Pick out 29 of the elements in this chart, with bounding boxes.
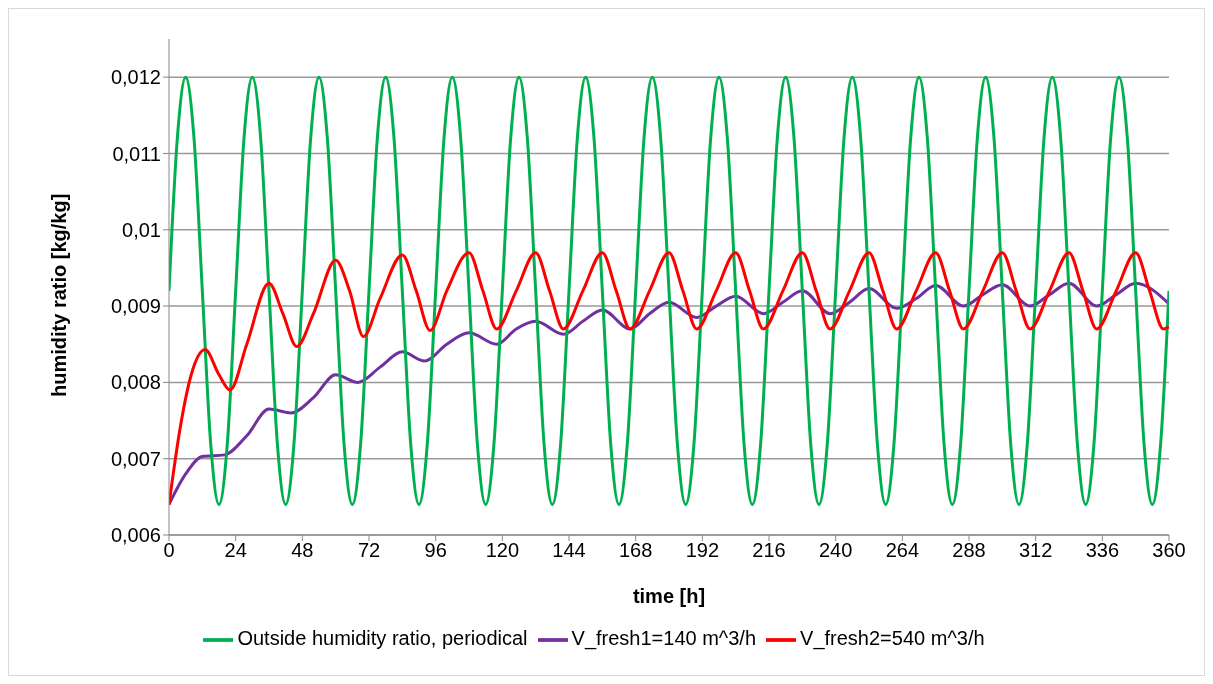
y-tick-label: 0,008 — [110, 371, 161, 394]
x-tick-label: 312 — [1018, 539, 1053, 562]
x-tick-label: 288 — [952, 539, 986, 562]
line-series — [169, 75, 1169, 506]
x-tick-label: 240 — [818, 539, 853, 562]
x-tick-label: 96 — [424, 539, 447, 562]
x-tick-label: 168 — [618, 539, 653, 562]
x-tick-label: 0 — [163, 539, 175, 562]
x-tick-label: 264 — [885, 539, 920, 562]
x-tick-label: 360 — [1152, 539, 1186, 562]
x-tick-label: 192 — [685, 539, 720, 562]
x-tick-label: 120 — [485, 539, 520, 562]
x-tick-label: 72 — [357, 539, 381, 562]
y-tick-label: 0,011 — [112, 142, 161, 165]
legend-label: V_fresh2=540 m^3/h — [800, 627, 985, 650]
x-tick-label: 48 — [291, 539, 314, 562]
legend-label: V_fresh1=140 m^3/h — [571, 627, 757, 650]
x-tick-label: 336 — [1085, 539, 1120, 562]
x-axis-title: time [h] — [632, 585, 706, 607]
y-tick-label: 0,006 — [110, 524, 161, 547]
x-tick-label: 24 — [224, 539, 247, 562]
y-axis-title: humidity ratio [kg/kg] — [48, 193, 71, 397]
y-tick-label: 0,009 — [110, 295, 161, 318]
y-tick-label: 0,007 — [110, 447, 161, 470]
y-tick-label: 0,012 — [110, 66, 161, 89]
x-tick-label: 216 — [752, 539, 786, 562]
x-tick-label: 144 — [552, 539, 586, 562]
y-tick-label: 0,01 — [122, 218, 161, 241]
legend-label: Outside humidity ratio, periodical — [237, 627, 528, 650]
